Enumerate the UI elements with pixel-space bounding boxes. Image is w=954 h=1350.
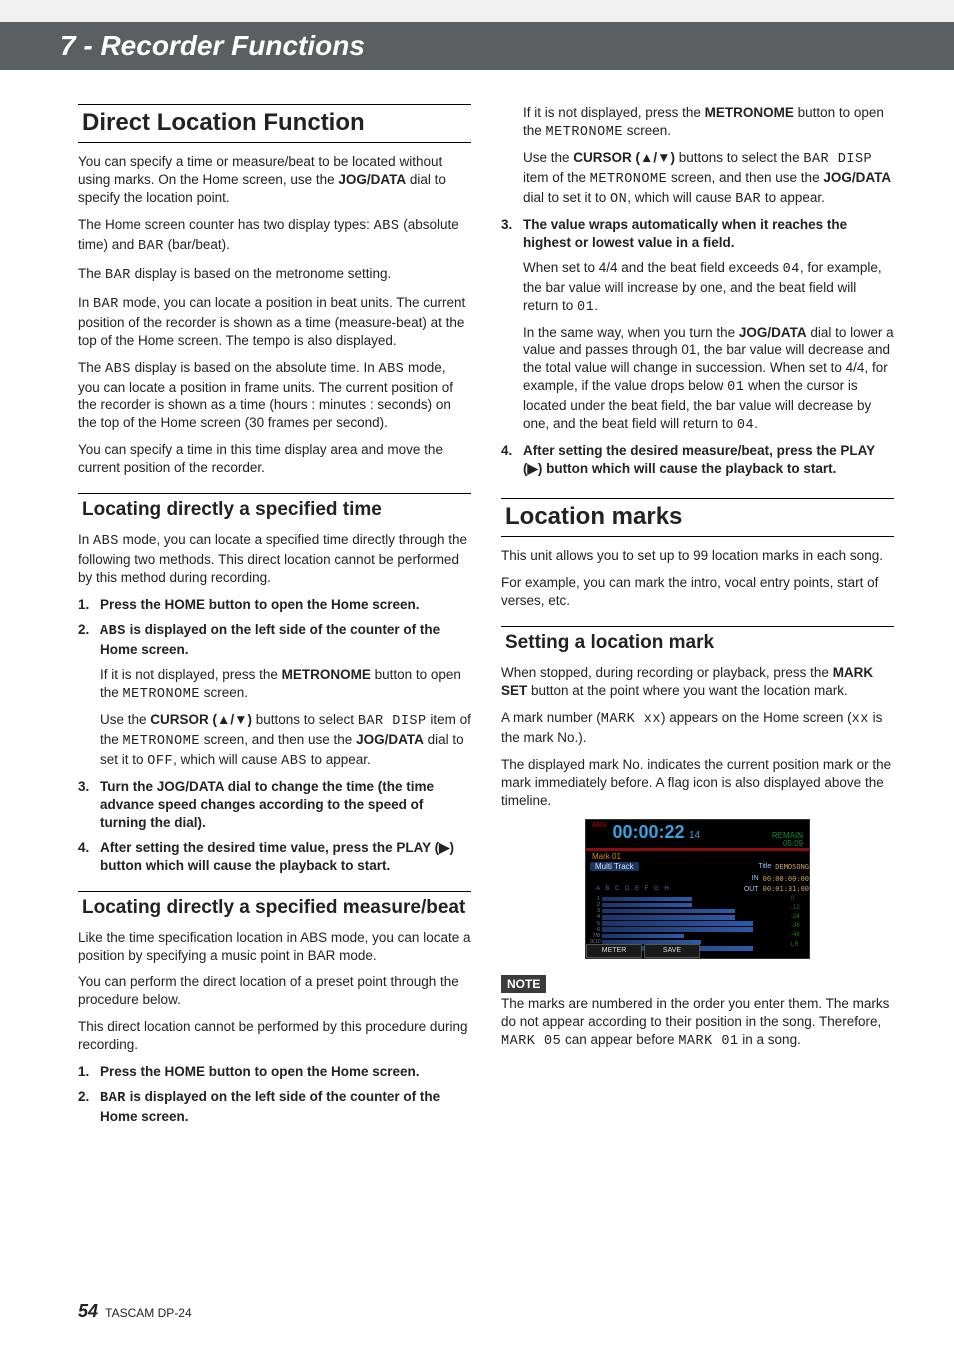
steps-list: 1.Press the HOME button to open the Home… — [78, 596, 471, 874]
body-text: The ABS display is based on the absolute… — [78, 359, 471, 433]
body-text: Like the time specification location in … — [78, 929, 471, 965]
chapter-header-bar: 7 - Recorder Functions — [0, 0, 954, 70]
body-text: You can specify a time or measure/beat t… — [78, 153, 471, 207]
list-item: If it is not displayed, press the METRON… — [501, 104, 894, 209]
page-content: Direct Location Function You can specify… — [0, 70, 954, 1280]
page-number: 54 — [78, 1301, 98, 1321]
list-item: 4.After setting the desired time value, … — [78, 839, 471, 875]
list-item: 3.Turn the JOG/DATA dial to change the t… — [78, 778, 471, 832]
list-item: 3.The value wraps automatically when it … — [501, 216, 894, 435]
save-button: SAVE — [644, 944, 700, 958]
meter-button: METER — [586, 944, 642, 958]
mark-indicator: Mark 01 — [586, 851, 809, 861]
note-label: NOTE — [501, 975, 546, 993]
remain-value: 05:09 — [772, 840, 803, 848]
body-text: The displayed mark No. indicates the cur… — [501, 756, 894, 810]
chapter-title: 7 - Recorder Functions — [60, 30, 365, 62]
device-screenshot: ABS 00:00:22 14 REMAIN 05:09 Mark 01 Mul… — [585, 819, 810, 959]
body-text: In BAR mode, you can locate a position i… — [78, 294, 471, 350]
list-item: 2.BAR is displayed on the left side of t… — [78, 1088, 471, 1126]
time-main: 00:00:22 — [612, 822, 684, 842]
time-frames: 14 — [689, 830, 700, 841]
body-text: This direct location cannot be performed… — [78, 1018, 471, 1054]
body-text: You can perform the direct location of a… — [78, 973, 471, 1009]
channel-letters: A B C D E F G H — [590, 886, 671, 892]
list-item: 2.ABS is displayed on the left side of t… — [78, 621, 471, 771]
mode-pill: Multi Track — [590, 862, 639, 871]
body-text: For example, you can mark the intro, voc… — [501, 574, 894, 610]
body-text: The Home screen counter has two display … — [78, 216, 471, 256]
list-item: 1.Press the HOME button to open the Home… — [78, 596, 471, 614]
abs-label: ABS — [592, 822, 606, 829]
heading-setting-mark: Setting a location mark — [501, 626, 894, 656]
body-text: You can specify a time in this time disp… — [78, 441, 471, 477]
page-footer: 54 TASCAM DP-24 — [78, 1301, 192, 1322]
list-item: 4.After setting the desired measure/beat… — [501, 442, 894, 478]
list-item: 1.Press the HOME button to open the Home… — [78, 1063, 471, 1081]
steps-list: 1.Press the HOME button to open the Home… — [78, 1063, 471, 1126]
model-name: TASCAM DP-24 — [105, 1306, 191, 1320]
body-text: When stopped, during recording or playba… — [501, 664, 894, 700]
heading-direct-location: Direct Location Function — [78, 104, 471, 143]
body-text: The BAR display is based on the metronom… — [78, 265, 471, 285]
heading-location-marks: Location marks — [501, 498, 894, 537]
heading-locating-time: Locating directly a specified time — [78, 493, 471, 523]
body-text: This unit allows you to set up to 99 loc… — [501, 547, 894, 565]
steps-list-cont: If it is not displayed, press the METRON… — [501, 104, 894, 478]
note-text: The marks are numbered in the order you … — [501, 995, 894, 1051]
body-text: A mark number (MARK xx) appears on the H… — [501, 709, 894, 747]
heading-locating-measure: Locating directly a specified measure/be… — [78, 891, 471, 921]
body-text: In ABS mode, you can locate a specified … — [78, 531, 471, 587]
